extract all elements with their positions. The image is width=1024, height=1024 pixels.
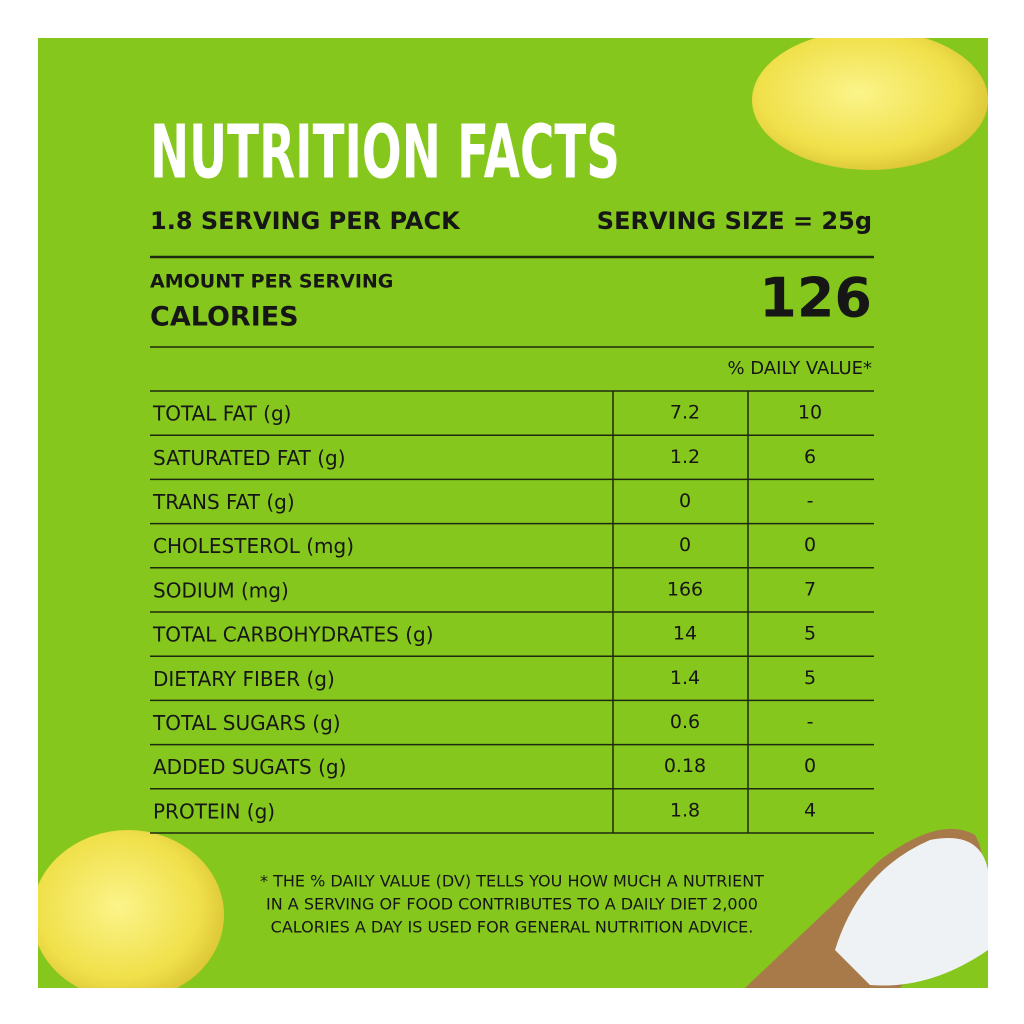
panel: [38, 38, 988, 988]
nutrient-name: CHOLESTEROL (mg): [153, 534, 354, 558]
nutrient-dv: -: [807, 711, 814, 733]
nutrient-name: TOTAL CARBOHYDRATES (g): [152, 623, 434, 647]
calories-value: 126: [759, 267, 872, 330]
nutrient-name: TRANS FAT (g): [152, 490, 295, 514]
nutrient-dv: -: [807, 490, 814, 512]
nutrient-dv: 0: [804, 755, 816, 777]
footnote-line: CALORIES A DAY IS USED FOR GENERAL NUTRI…: [271, 918, 754, 937]
nutrient-name: ADDED SUGATS (g): [153, 755, 346, 779]
nutrient-amount: 0: [679, 534, 691, 556]
chip-top: [752, 38, 988, 170]
nutrient-amount: 0: [679, 490, 691, 512]
amount-label: AMOUNT PER SERVING: [150, 271, 393, 293]
decorations: [38, 38, 988, 988]
footnote-line: * THE % DAILY VALUE (DV) TELLS YOU HOW M…: [260, 872, 764, 891]
nutrient-dv: 4: [804, 799, 816, 821]
nutrient-dv: 5: [804, 667, 816, 689]
nutrient-name: TOTAL SUGARS (g): [152, 711, 341, 735]
nutrient-amount: 166: [667, 578, 703, 600]
serving-size: SERVING SIZE = 25g: [597, 207, 872, 235]
nutrient-amount: 7.2: [670, 402, 700, 424]
nutrient-amount: 14: [673, 623, 697, 645]
dv-header: % DAILY VALUE*: [727, 358, 872, 379]
chip-bottom: [38, 830, 224, 988]
nutrient-amount: 1.8: [670, 799, 700, 821]
nutrient-name: PROTEIN (g): [153, 799, 275, 823]
calories-label: CALORIES: [150, 302, 299, 333]
nutrient-name: SODIUM (mg): [153, 578, 289, 602]
nutrient-dv: 5: [804, 623, 816, 645]
nutrient-amount: 0.18: [664, 755, 706, 777]
nutrient-dv: 10: [798, 402, 822, 424]
nutrient-name: DIETARY FIBER (g): [153, 667, 335, 691]
footnote-line: IN A SERVING OF FOOD CONTRIBUTES TO A DA…: [266, 895, 758, 914]
nutrient-amount: 1.4: [670, 667, 700, 689]
nutrient-name: SATURATED FAT (g): [153, 446, 346, 470]
nutrient-amount: 1.2: [670, 446, 700, 468]
nutrient-name: TOTAL FAT (g): [152, 402, 291, 426]
nutrient-dv: 7: [804, 578, 816, 600]
salt: [835, 838, 988, 986]
nutrient-dv: 0: [804, 534, 816, 556]
title: NUTRITION FACTS: [150, 110, 620, 196]
nutrient-dv: 6: [804, 446, 816, 468]
nutrient-amount: 0.6: [670, 711, 700, 733]
servings: 1.8 SERVING PER PACK: [150, 207, 461, 235]
